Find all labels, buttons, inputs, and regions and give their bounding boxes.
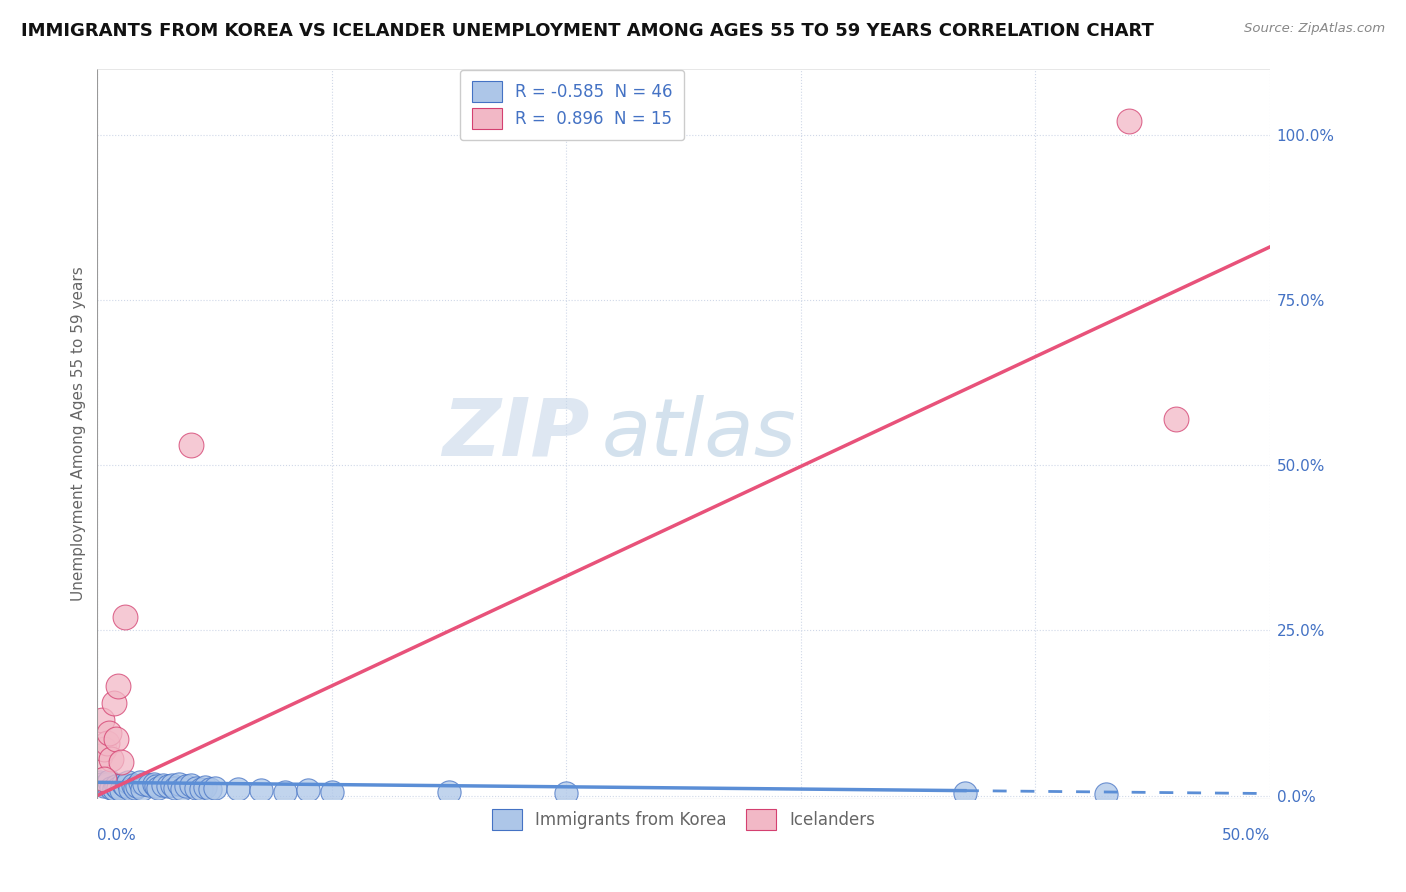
- Text: IMMIGRANTS FROM KOREA VS ICELANDER UNEMPLOYMENT AMONG AGES 55 TO 59 YEARS CORREL: IMMIGRANTS FROM KOREA VS ICELANDER UNEMP…: [21, 22, 1154, 40]
- Point: [163, 780, 186, 795]
- Point: [169, 777, 191, 791]
- Point: [134, 777, 156, 791]
- Point: [274, 784, 297, 798]
- Text: 50.0%: 50.0%: [1222, 828, 1270, 843]
- Point: [170, 781, 193, 796]
- Point: [131, 781, 153, 796]
- Point: [96, 736, 118, 750]
- Point: [91, 777, 114, 791]
- Point: [121, 778, 143, 792]
- Point: [138, 778, 160, 792]
- Y-axis label: Unemployment Among Ages 55 to 59 years: Unemployment Among Ages 55 to 59 years: [72, 267, 86, 601]
- Point: [98, 774, 121, 789]
- Point: [100, 780, 122, 795]
- Text: Source: ZipAtlas.com: Source: ZipAtlas.com: [1244, 22, 1385, 36]
- Point: [100, 752, 122, 766]
- Point: [114, 779, 136, 793]
- Point: [176, 779, 198, 793]
- Text: ZIP: ZIP: [443, 394, 589, 473]
- Point: [114, 610, 136, 624]
- Point: [96, 777, 118, 791]
- Text: atlas: atlas: [602, 394, 796, 473]
- Point: [152, 778, 174, 792]
- Point: [1164, 412, 1187, 426]
- Point: [93, 779, 115, 793]
- Point: [437, 785, 460, 799]
- Point: [297, 783, 319, 797]
- Point: [91, 713, 114, 727]
- Point: [184, 780, 207, 795]
- Point: [112, 777, 135, 791]
- Point: [180, 438, 202, 452]
- Point: [105, 779, 128, 793]
- Point: [128, 775, 150, 789]
- Point: [110, 783, 132, 797]
- Point: [953, 786, 976, 800]
- Point: [105, 732, 128, 747]
- Point: [93, 742, 115, 756]
- Point: [89, 748, 111, 763]
- Point: [162, 778, 184, 792]
- Point: [1118, 114, 1140, 128]
- Point: [148, 780, 170, 795]
- Point: [145, 779, 167, 793]
- Point: [198, 781, 221, 796]
- Legend: Immigrants from Korea, Icelanders: Immigrants from Korea, Icelanders: [484, 801, 884, 838]
- Point: [117, 775, 139, 789]
- Point: [103, 696, 125, 710]
- Point: [98, 725, 121, 739]
- Point: [127, 779, 149, 793]
- Point: [180, 778, 202, 792]
- Point: [107, 780, 129, 795]
- Point: [226, 781, 249, 796]
- Point: [93, 772, 115, 786]
- Point: [103, 781, 125, 796]
- Point: [250, 783, 273, 797]
- Point: [107, 680, 129, 694]
- Text: 0.0%: 0.0%: [97, 828, 136, 843]
- Point: [204, 780, 226, 795]
- Point: [89, 775, 111, 789]
- Point: [142, 777, 165, 791]
- Point: [124, 780, 146, 795]
- Point: [194, 780, 217, 794]
- Point: [1094, 787, 1116, 801]
- Point: [190, 781, 212, 796]
- Point: [555, 786, 578, 800]
- Point: [321, 784, 343, 798]
- Point: [110, 756, 132, 770]
- Point: [156, 779, 179, 793]
- Point: [120, 781, 142, 796]
